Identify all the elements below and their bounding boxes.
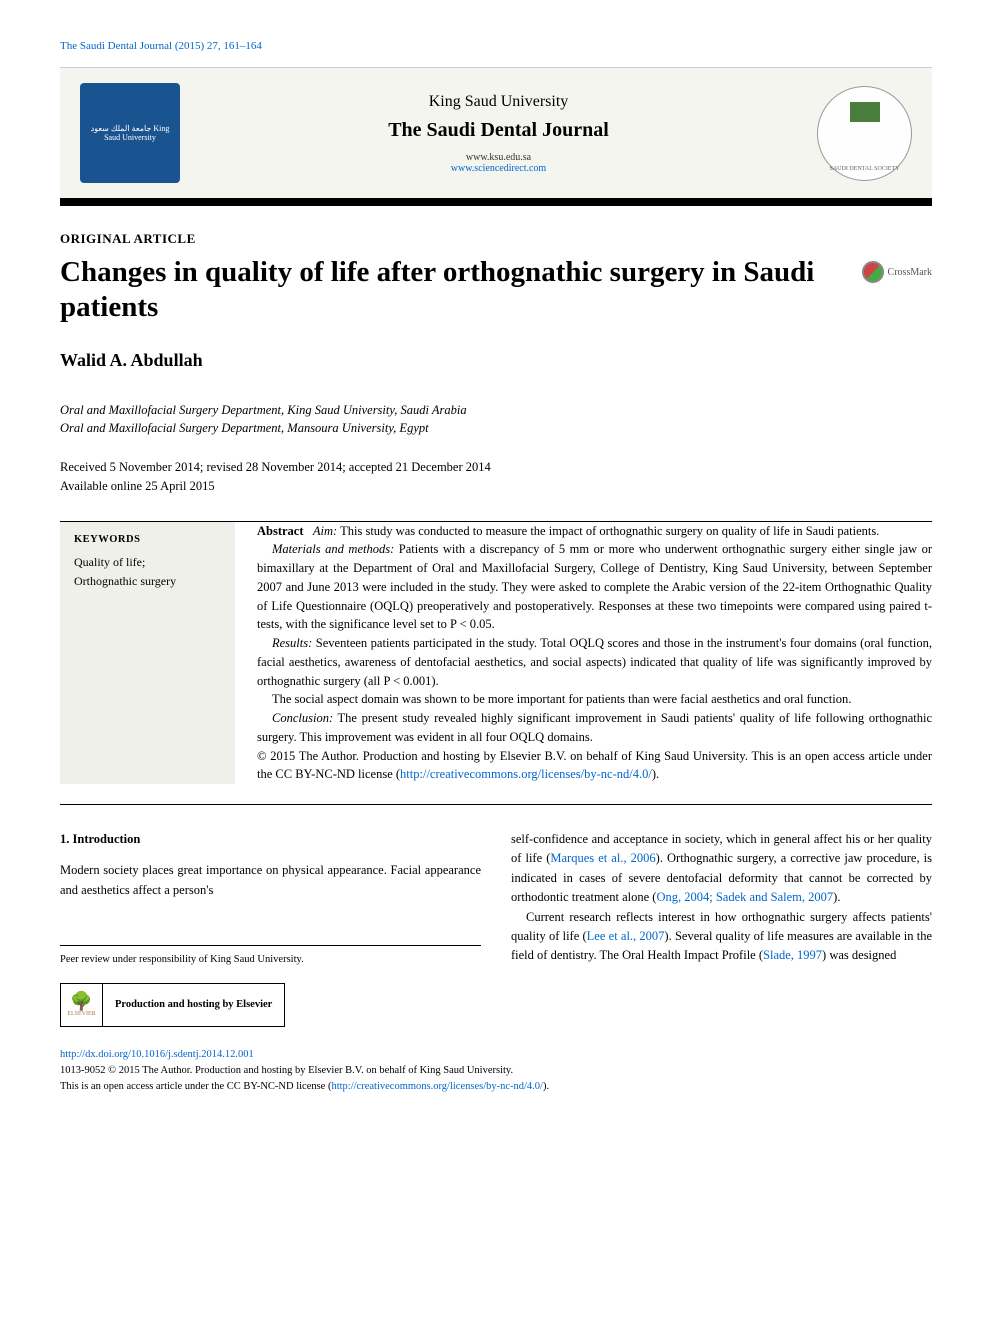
intro-para-1-cont: self-confidence and acceptance in societ… xyxy=(511,830,932,908)
article-title: Changes in quality of life after orthogn… xyxy=(60,255,847,325)
affiliations: Oral and Maxillofacial Surgery Departmen… xyxy=(60,401,932,439)
intro-para-2: Current research reflects interest in ho… xyxy=(511,908,932,966)
dates-online: Available online 25 April 2015 xyxy=(60,477,932,496)
aim-text: This study was conducted to measure the … xyxy=(337,524,879,538)
abstract-section: KEYWORDS Quality of life; Orthognathic s… xyxy=(60,522,932,785)
journal-header: جامعة الملك سعود King Saud University Ki… xyxy=(60,67,932,198)
abstract-label: Abstract xyxy=(257,524,304,538)
body-columns: 1. Introduction Modern society places gr… xyxy=(60,830,932,1027)
keywords-box: KEYWORDS Quality of life; Orthognathic s… xyxy=(60,522,235,785)
article-dates: Received 5 November 2014; revised 28 Nov… xyxy=(60,458,932,496)
citation-link[interactable]: Ong, 2004; Sadek and Salem, 2007 xyxy=(656,890,833,904)
column-right: self-confidence and acceptance in societ… xyxy=(511,830,932,1027)
abstract-copyright-end: ). xyxy=(652,767,659,781)
results-text-1: Seventeen patients participated in the s… xyxy=(257,636,932,688)
ksu-logo: جامعة الملك سعود King Saud University xyxy=(80,83,180,183)
divider xyxy=(60,804,932,805)
abstract-text: Abstract Aim: This study was conducted t… xyxy=(235,522,932,785)
methods-label: Materials and methods: xyxy=(272,542,394,556)
column-left: 1. Introduction Modern society places gr… xyxy=(60,830,481,1027)
citation-link[interactable]: Marques et al., 2006 xyxy=(550,851,655,865)
journal-url-2[interactable]: www.sciencedirect.com xyxy=(180,163,817,174)
conclusion-text: The present study revealed highly signif… xyxy=(257,711,932,744)
author-name: Walid A. Abdullah xyxy=(60,350,932,371)
article-type: ORIGINAL ARTICLE xyxy=(60,231,932,247)
footer-license-link[interactable]: http://creativecommons.org/licenses/by-n… xyxy=(331,1081,543,1092)
intro-para-1: Modern society places great importance o… xyxy=(60,861,481,900)
keywords-title: KEYWORDS xyxy=(74,534,221,545)
footer-copyright: 1013-9052 © 2015 The Author. Production … xyxy=(60,1063,932,1079)
license-link[interactable]: http://creativecommons.org/licenses/by-n… xyxy=(400,767,652,781)
keywords-list: Quality of life; Orthognathic surgery xyxy=(74,553,221,591)
divider-bar xyxy=(60,198,932,206)
journal-name: The Saudi Dental Journal xyxy=(180,119,817,142)
elsevier-text: Production and hosting by Elsevier xyxy=(103,997,284,1013)
crossmark-badge[interactable]: CrossMark xyxy=(862,261,932,283)
society-logo: SAUDI DENTAL SOCIETY xyxy=(817,86,912,181)
university-name: King Saud University xyxy=(180,93,817,111)
journal-citation[interactable]: The Saudi Dental Journal (2015) 27, 161–… xyxy=(60,40,932,52)
journal-url-1: www.ksu.edu.sa xyxy=(180,152,817,163)
affiliation-1: Oral and Maxillofacial Surgery Departmen… xyxy=(60,401,932,420)
elsevier-logo: 🌳 ELSEVIER xyxy=(61,984,103,1026)
conclusion-label: Conclusion: xyxy=(272,711,333,725)
dates-received: Received 5 November 2014; revised 28 Nov… xyxy=(60,458,932,477)
affiliation-2: Oral and Maxillofacial Surgery Departmen… xyxy=(60,419,932,438)
citation-link[interactable]: Lee et al., 2007 xyxy=(587,929,665,943)
intro-heading: 1. Introduction xyxy=(60,830,481,849)
header-center: King Saud University The Saudi Dental Jo… xyxy=(180,93,817,174)
results-label: Results: xyxy=(272,636,312,650)
doi-link[interactable]: http://dx.doi.org/10.1016/j.sdentj.2014.… xyxy=(60,1047,932,1063)
crossmark-icon xyxy=(862,261,884,283)
aim-label: Aim: xyxy=(313,524,337,538)
crossmark-label: CrossMark xyxy=(888,267,932,278)
elsevier-tree-icon: 🌳 xyxy=(70,992,92,1010)
elsevier-box: 🌳 ELSEVIER Production and hosting by Els… xyxy=(60,983,285,1027)
results-text-2: The social aspect domain was shown to be… xyxy=(272,692,851,706)
peer-review-note: Peer review under responsibility of King… xyxy=(60,945,481,968)
citation-link[interactable]: Slade, 1997 xyxy=(763,948,822,962)
footer: http://dx.doi.org/10.1016/j.sdentj.2014.… xyxy=(60,1047,932,1094)
footer-license: This is an open access article under the… xyxy=(60,1079,932,1095)
